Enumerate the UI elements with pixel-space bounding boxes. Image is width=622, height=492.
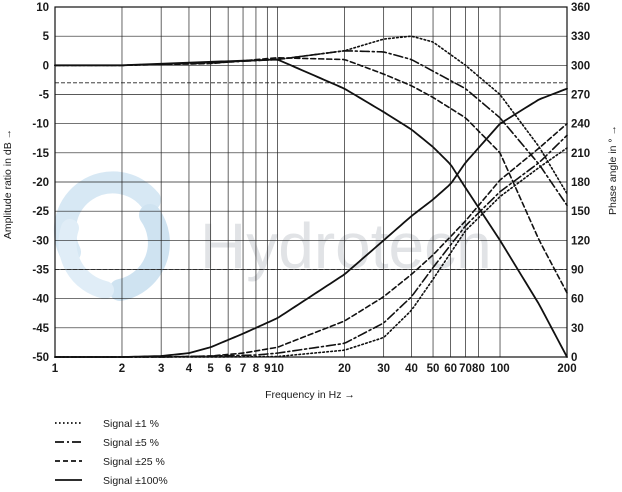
y-left-tick-label: 5 xyxy=(43,31,50,43)
y-right-tick-label: 240 xyxy=(571,119,590,131)
legend-item: Signal ±25 % xyxy=(55,456,165,468)
x-tick-label: 6 xyxy=(225,363,231,375)
x-tick-label: 2 xyxy=(119,363,125,375)
y-right-tick-label: 60 xyxy=(571,294,584,306)
y-left-tick-label: -40 xyxy=(32,294,49,306)
series-4-amplitude-line xyxy=(54,58,568,358)
legend-label: Signal ±25 % xyxy=(103,456,165,468)
y-right-tick-label: 180 xyxy=(571,177,590,189)
watermark-logo-icon xyxy=(53,171,170,301)
watermark-text: Hydrotech xyxy=(200,210,492,282)
y-left-tick-label: -20 xyxy=(32,177,49,189)
y-left-tick-label: 0 xyxy=(43,60,49,72)
x-tick-label: 4 xyxy=(186,363,193,375)
y-axis-right-label: Phase angle in ° → xyxy=(607,125,619,215)
x-tick-label: 200 xyxy=(557,363,576,375)
y-right-tick-label: 300 xyxy=(571,60,590,72)
legend-item: Signal ±100% xyxy=(55,475,168,487)
y-left-tick-label: -5 xyxy=(39,90,50,102)
x-tick-label: 30 xyxy=(377,363,390,375)
y-right-tick-label: 120 xyxy=(571,235,590,247)
x-tick-label: 7 xyxy=(240,363,246,375)
y-axis-left-label: Amplitude ratio in dB → xyxy=(2,129,14,239)
y-right-tick-label: 0 xyxy=(571,352,577,364)
x-tick-label: 80 xyxy=(472,363,485,375)
x-tick-label: 100 xyxy=(490,363,509,375)
legend-label: Signal ±5 % xyxy=(103,437,159,449)
y-right-tick-label: 150 xyxy=(571,206,590,218)
y-right-tick-label: 30 xyxy=(571,323,584,335)
legend-item: Signal ±1 % xyxy=(55,418,159,430)
legend-label: Signal ±100% xyxy=(103,475,168,487)
y-left-tick-label: -10 xyxy=(32,119,49,131)
y-right-tick-label: 90 xyxy=(571,265,584,277)
legend: Signal ±1 % Signal ±5 % Signal ±25 % Signal… xyxy=(55,418,168,487)
y-left-tick-label: -15 xyxy=(32,148,49,160)
y-right-tick-label: 210 xyxy=(571,148,590,160)
y-left-tick-label: -25 xyxy=(32,206,49,218)
x-axis-label: Frequency in Hz → xyxy=(265,389,355,401)
x-tick-label: 50 xyxy=(427,363,440,375)
x-tick-label: 40 xyxy=(405,363,418,375)
x-tick-label: 8 xyxy=(253,363,260,375)
legend-label: Signal ±1 % xyxy=(103,418,159,430)
x-tick-label: 10 xyxy=(271,363,284,375)
watermark: Hydrotech xyxy=(53,171,492,301)
grid xyxy=(54,6,568,358)
x-tick-label: 9 xyxy=(264,363,270,375)
x-tick-label: 5 xyxy=(207,363,214,375)
y-right-tick-label: 330 xyxy=(571,31,590,43)
y-left-tick-label: -30 xyxy=(32,235,49,247)
plot-frame xyxy=(54,6,568,358)
x-tick-label: 3 xyxy=(158,363,164,375)
y-right-tick-label: 270 xyxy=(571,90,590,102)
legend-item: Signal ±5 % xyxy=(55,437,159,449)
reference-lines xyxy=(55,82,567,270)
y-right-tick-label: 360 xyxy=(571,2,590,14)
plot-border xyxy=(54,6,568,358)
x-tick-label: 20 xyxy=(338,363,351,375)
x-tick-label: 1 xyxy=(52,363,59,375)
y-left-tick-label: 10 xyxy=(36,2,49,14)
series-1-amplitude-line xyxy=(54,35,568,195)
y-left-tick-label: -50 xyxy=(32,352,49,364)
x-tick-label: 70 xyxy=(459,363,472,375)
x-tick-label: 60 xyxy=(444,363,457,375)
y-left-tick-label: -45 xyxy=(32,323,49,335)
y-left-tick-label: -35 xyxy=(32,265,49,277)
tick-labels: 1 2 3 4 5 6 7 8 9 10 20 30 40 50 60 70 80 100 2001050-5-10… xyxy=(32,2,590,375)
